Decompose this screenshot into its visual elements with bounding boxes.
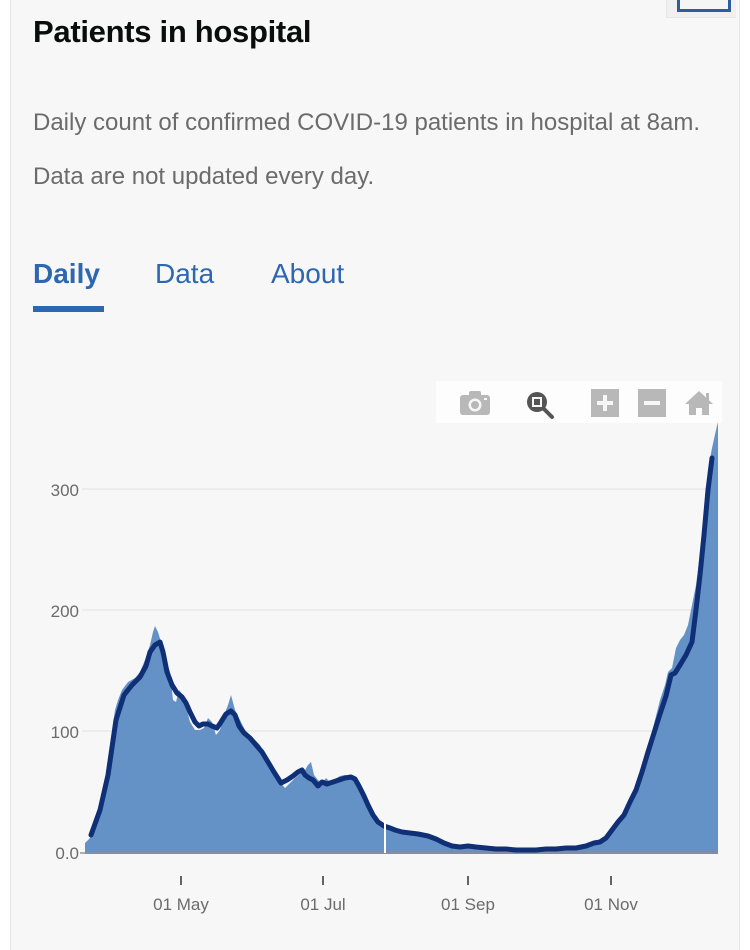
tab-daily[interactable]: Daily — [33, 258, 100, 289]
y-axis: 300 200 100 0.0 — [51, 481, 79, 863]
y-tick-100: 100 — [51, 723, 79, 742]
home-icon[interactable] — [682, 389, 716, 417]
expand-button[interactable] — [666, 0, 736, 18]
x-tick-may: 01 May — [153, 895, 209, 914]
card-description: Daily count of confirmed COVID-19 patien… — [33, 109, 700, 190]
daily-bars[interactable] — [85, 422, 718, 852]
active-tab-indicator — [33, 306, 104, 312]
x-tick-sep: 01 Sep — [441, 895, 495, 914]
zoom-out-icon[interactable] — [635, 389, 669, 417]
tab-data[interactable]: Data — [155, 258, 215, 289]
camera-icon[interactable] — [458, 389, 492, 417]
zoom-icon[interactable] — [522, 389, 556, 419]
chart-modebar — [436, 381, 722, 423]
x-tick-nov: 01 Nov — [584, 895, 638, 914]
x-axis — [180, 876, 612, 885]
tab-about[interactable]: About — [271, 258, 345, 289]
x-tick-jul: 01 Jul — [300, 895, 345, 914]
card-title: Patients in hospital — [33, 14, 312, 49]
y-tick-200: 200 — [51, 602, 79, 621]
seven-day-average-line[interactable] — [88, 455, 715, 853]
zoom-in-icon[interactable] — [588, 389, 622, 417]
y-tick-0: 0.0 — [55, 844, 79, 863]
y-tick-300: 300 — [51, 481, 79, 500]
